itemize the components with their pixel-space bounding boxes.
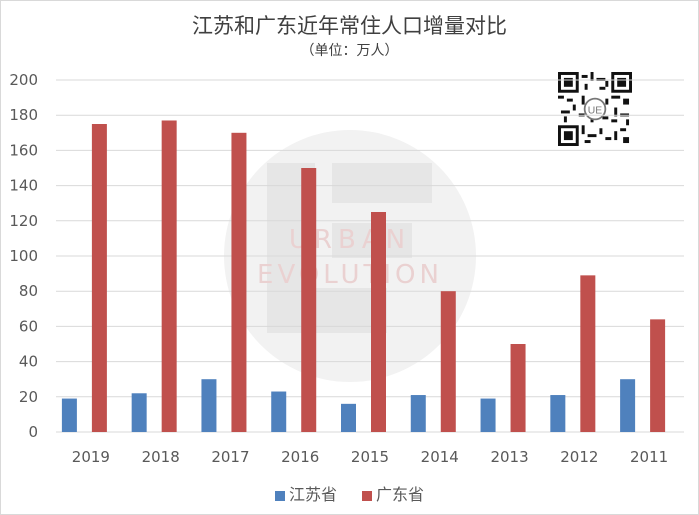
bar-guangdong-2018 [161, 120, 177, 432]
legend-label-guangdong: 广东省 [376, 485, 425, 504]
bar-guangdong-2019 [91, 124, 107, 432]
y-tick-label: 40 [19, 353, 38, 371]
chart-title: 江苏和广东近年常住人口增量对比 [192, 14, 507, 38]
x-tick-label: 2018 [142, 448, 180, 466]
legend-item-guangdong: 广东省 [362, 481, 424, 505]
y-tick-label: 100 [9, 247, 38, 265]
bar-jiangsu-2016 [271, 391, 287, 432]
y-tick-label: 120 [9, 212, 38, 230]
bar-jiangsu-2014 [410, 395, 426, 432]
y-tick-label: 0 [28, 423, 38, 441]
x-tick-label: 2014 [421, 448, 459, 466]
bar-jiangsu-2012 [550, 395, 566, 432]
legend-item-jiangsu: 江苏省 [274, 481, 337, 505]
bar-jiangsu-2019 [61, 398, 77, 432]
watermark-line2: EVOLUTION [257, 260, 443, 290]
legend: 江苏省 广东省 [0, 481, 699, 505]
x-tick-label: 2019 [72, 448, 110, 466]
bar-jiangsu-2017 [201, 379, 217, 432]
bar-jiangsu-2013 [480, 398, 496, 432]
bar-guangdong-2016 [301, 168, 317, 432]
x-tick-label: 2015 [351, 448, 389, 466]
legend-label-jiangsu: 江苏省 [288, 485, 337, 504]
y-tick-label: 200 [9, 71, 38, 89]
bar-jiangsu-2018 [131, 393, 147, 432]
y-tick-label: 80 [19, 282, 38, 300]
bar-jiangsu-2015 [341, 403, 356, 432]
bar-jiangsu-2011 [620, 379, 636, 432]
bar-guangdong-2014 [440, 291, 456, 432]
y-tick-label: 60 [19, 317, 38, 335]
x-tick-label: 2013 [490, 448, 528, 466]
y-tick-label: 160 [9, 141, 38, 159]
legend-swatch-jiangsu [274, 490, 285, 501]
chart-subtitle: （单位：万人） [300, 43, 399, 59]
bar-guangdong-2017 [231, 132, 247, 433]
y-tick-label: 20 [19, 388, 38, 406]
y-tick-label: 140 [9, 177, 38, 195]
bar-guangdong-2011 [650, 319, 666, 432]
legend-swatch-guangdong [362, 490, 373, 501]
qr-code-icon: UE [558, 72, 632, 146]
bar-guangdong-2015 [371, 212, 386, 432]
x-tick-label: 2016 [281, 448, 319, 466]
svg-text:UE: UE [588, 105, 602, 116]
bar-guangdong-2013 [510, 344, 526, 432]
x-tick-label: 2017 [211, 448, 249, 466]
x-tick-label: 2012 [560, 448, 598, 466]
x-tick-label: 2011 [630, 448, 668, 466]
bar-guangdong-2012 [580, 275, 596, 432]
y-tick-label: 180 [9, 106, 38, 124]
